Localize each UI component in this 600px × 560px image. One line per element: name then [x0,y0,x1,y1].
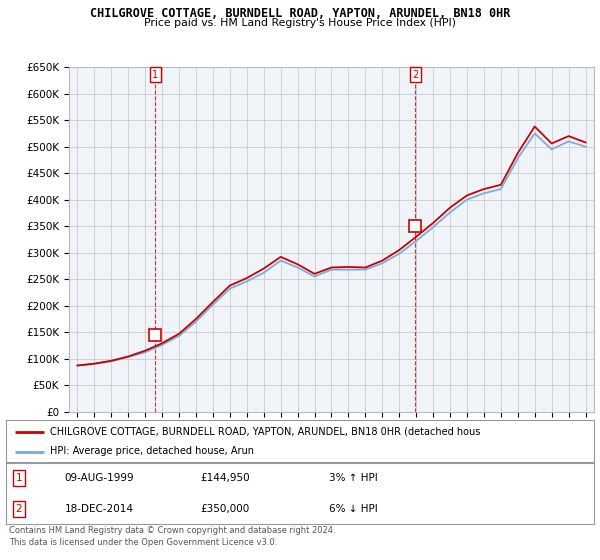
Text: 2: 2 [412,70,418,80]
Text: HPI: Average price, detached house, Arun: HPI: Average price, detached house, Arun [50,446,254,456]
Text: Price paid vs. HM Land Registry's House Price Index (HPI): Price paid vs. HM Land Registry's House … [144,18,456,28]
Text: 1: 1 [152,70,158,80]
Text: £144,950: £144,950 [200,473,250,483]
Text: 2: 2 [16,504,22,514]
Text: 6% ↓ HPI: 6% ↓ HPI [329,504,378,514]
Text: 1: 1 [16,473,22,483]
Text: Contains HM Land Registry data © Crown copyright and database right 2024.
This d: Contains HM Land Registry data © Crown c… [9,526,335,547]
Text: CHILGROVE COTTAGE, BURNDELL ROAD, YAPTON, ARUNDEL, BN18 0HR (detached hous: CHILGROVE COTTAGE, BURNDELL ROAD, YAPTON… [50,427,481,437]
Text: 18-DEC-2014: 18-DEC-2014 [65,504,134,514]
Text: £350,000: £350,000 [200,504,249,514]
Text: 3% ↑ HPI: 3% ↑ HPI [329,473,378,483]
Text: CHILGROVE COTTAGE, BURNDELL ROAD, YAPTON, ARUNDEL, BN18 0HR: CHILGROVE COTTAGE, BURNDELL ROAD, YAPTON… [90,7,510,20]
Text: 09-AUG-1999: 09-AUG-1999 [65,473,134,483]
